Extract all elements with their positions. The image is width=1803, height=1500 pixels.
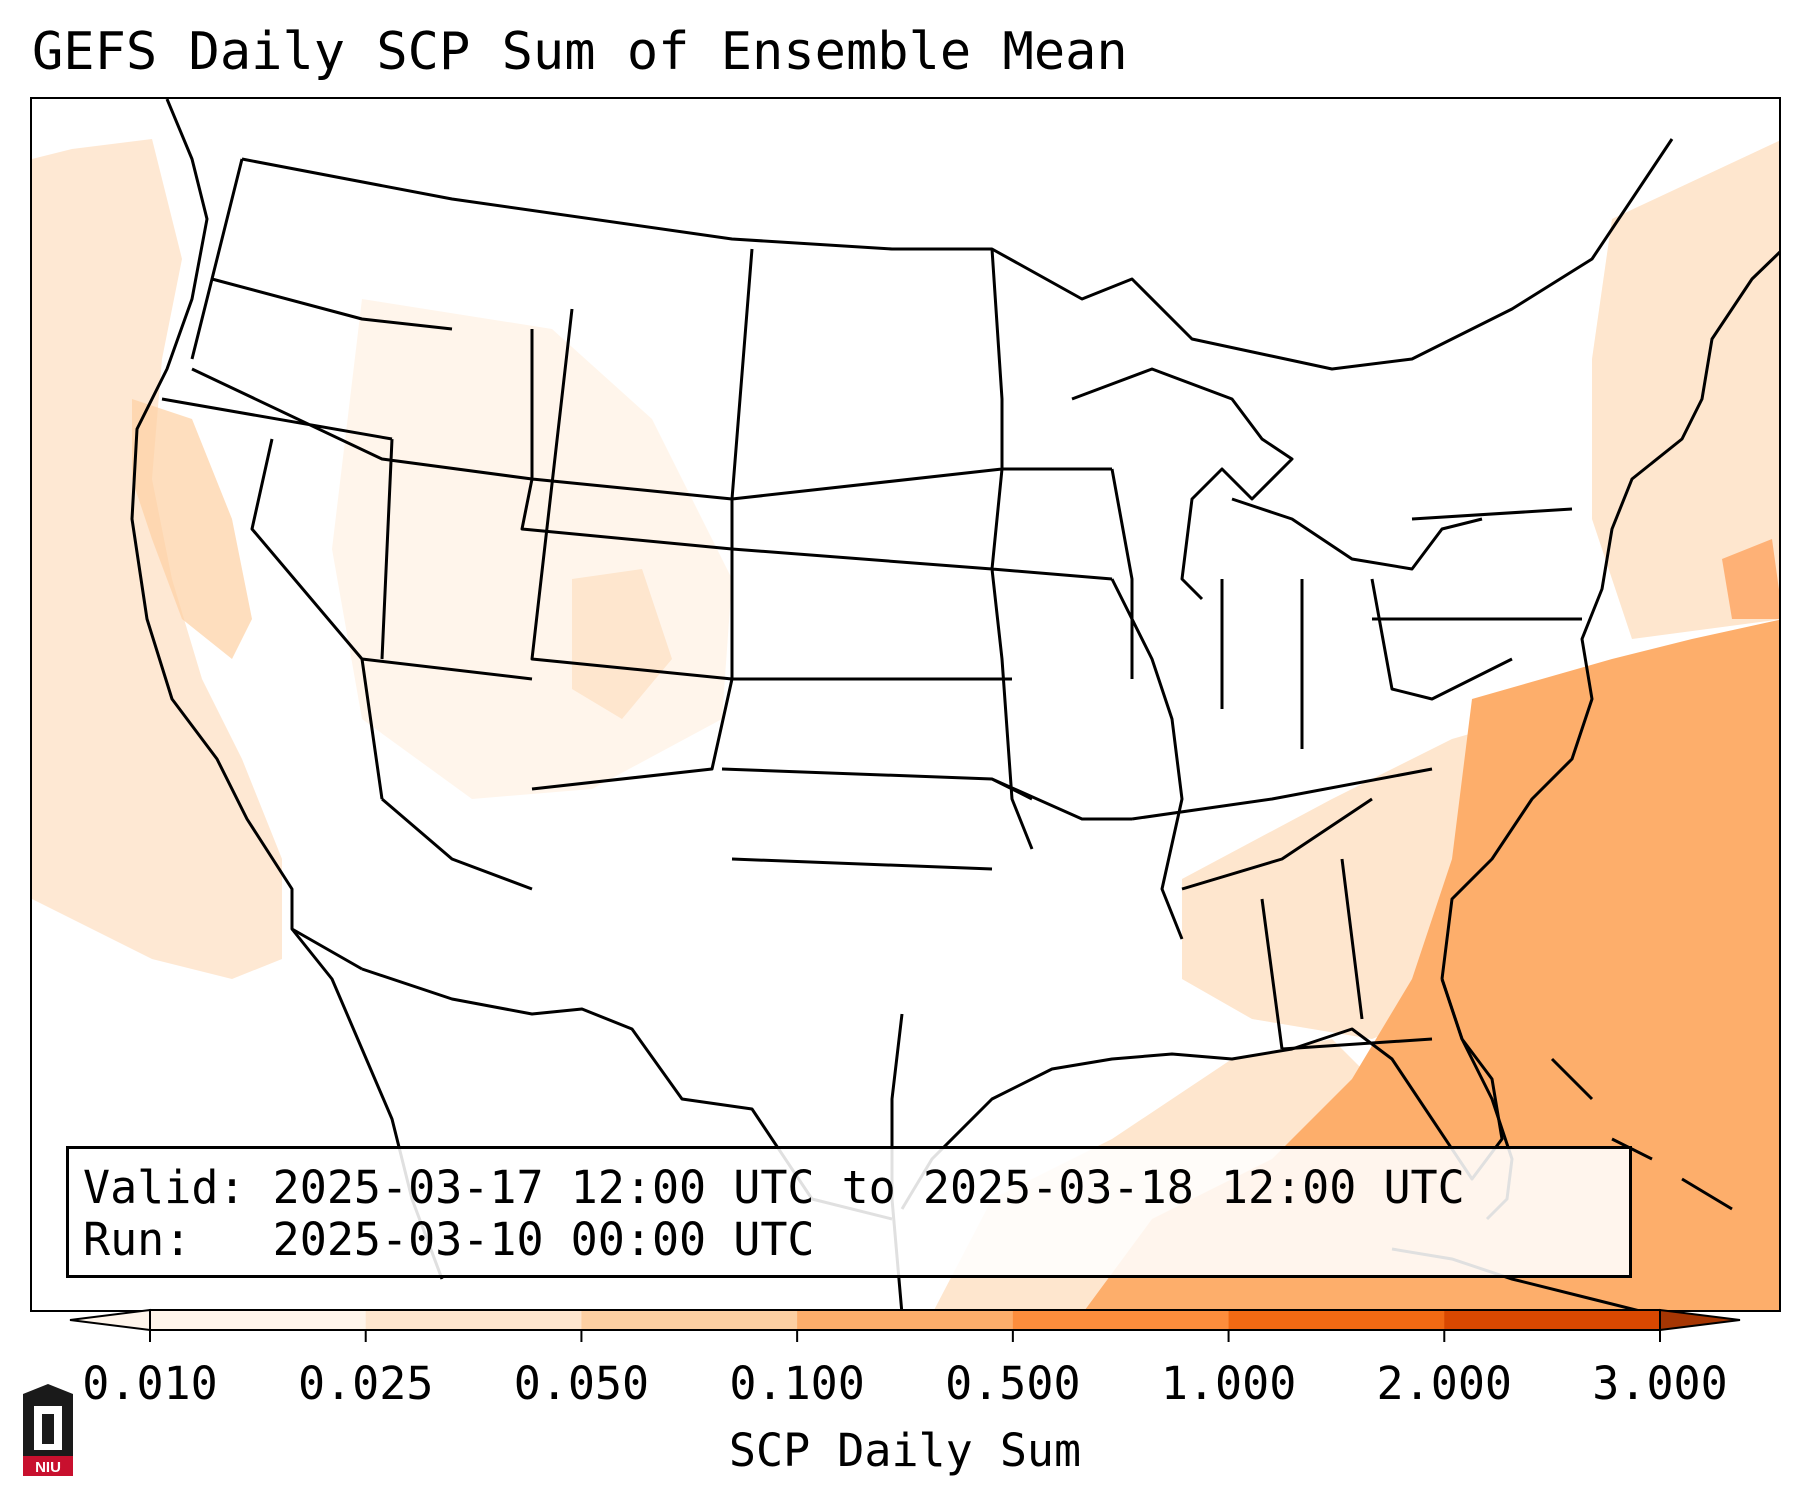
map-title: GEFS Daily SCP Sum of Ensemble Mean: [32, 22, 1128, 82]
shading-atlantic-main: [1084, 619, 1779, 1310]
logo-text: NIU: [35, 1459, 61, 1476]
colorbar-tick-label: 2.000: [1376, 1357, 1513, 1410]
canada-us-border: [241, 138, 1674, 371]
map-panel: [30, 97, 1781, 1312]
shading-colorado-spot: [572, 569, 672, 719]
colorbar-extend-high: [1659, 1308, 1741, 1332]
niu-logo: NIU: [23, 1384, 73, 1476]
colorbar-segment: [1444, 1310, 1661, 1330]
colorbar-segment: [1228, 1310, 1445, 1330]
colorbar-segment: [150, 1310, 367, 1330]
island-bahamas: [1550, 1057, 1733, 1211]
scp-shading: [32, 139, 1779, 1310]
boundaries: [130, 99, 1779, 1310]
map-canvas: [32, 99, 1779, 1310]
colorbar-segment: [1012, 1310, 1230, 1330]
colorbar-tick-label: 1.000: [1160, 1357, 1297, 1410]
run-time: 2025-03-10 00:00 UTC: [272, 1213, 815, 1266]
great-lakes: [1071, 367, 1483, 601]
valid-label: Valid:: [83, 1161, 246, 1214]
colorbar-tick-label: 0.500: [945, 1357, 1081, 1410]
colorbar-tick-label: 3.000: [1592, 1357, 1728, 1410]
pacific-coastline: [130, 99, 363, 971]
shading-pacific-coast: [32, 139, 282, 979]
atlantic-coastline: [1440, 250, 1779, 980]
colorbar-tick-label: 0.100: [729, 1357, 865, 1410]
run-label: Run:: [83, 1213, 192, 1266]
gulf-coastline: [900, 978, 1504, 1210]
valid-line: Valid: 2025-03-17 12:00 UTC to 2025-03-1…: [83, 1161, 1465, 1214]
colorbar-tick-label: 0.050: [513, 1357, 650, 1410]
shading-atlantic-spot: [1722, 539, 1779, 619]
colorbar-label: SCP Daily Sum: [728, 1424, 1082, 1477]
logo-tower-window: [42, 1414, 54, 1444]
run-line: Run: 2025-03-10 00:00 UTC: [83, 1213, 815, 1266]
shading-california-inner: [132, 399, 252, 659]
colorbar-extend-low: [69, 1308, 151, 1332]
valid-time-range: 2025-03-17 12:00 UTC to 2025-03-18 12:00…: [272, 1161, 1465, 1214]
validity-box: Valid: 2025-03-17 12:00 UTC to 2025-03-1…: [66, 1146, 1632, 1278]
colorbar-tick-label: 0.010: [82, 1357, 218, 1410]
state-lines-central: [721, 248, 1134, 871]
colorbar-segment: [581, 1310, 798, 1330]
shading-northeast: [1592, 140, 1779, 639]
colorbar-segment: [797, 1310, 1014, 1330]
colorbar: [69, 1308, 1741, 1342]
colorbar-outline: [149, 1309, 1661, 1331]
colorbar-segment: [365, 1310, 582, 1330]
colorbar-tick-label: 0.025: [297, 1357, 434, 1410]
logo-red-band: [23, 1456, 73, 1476]
state-lines-east: [1110, 507, 1582, 1051]
